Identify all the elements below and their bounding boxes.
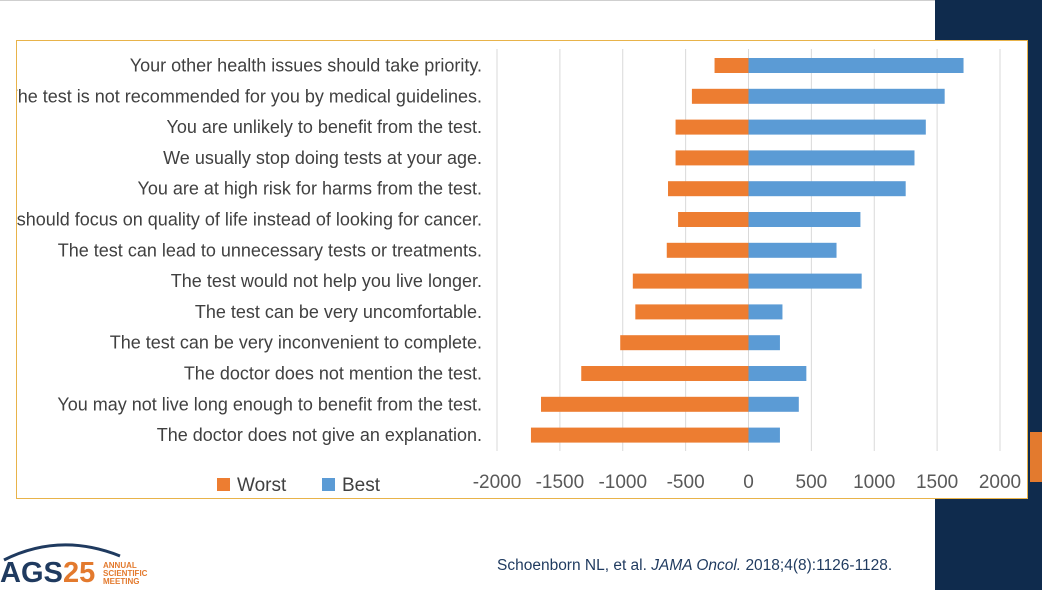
bar-worst-12 xyxy=(530,427,749,443)
bar-worst-4 xyxy=(668,181,749,197)
bar-best-10 xyxy=(748,366,807,381)
logo-number-text: 25 xyxy=(63,557,95,589)
category-label: The doctor does not give an explanation. xyxy=(157,425,482,445)
category-label: You are unlikely to benefit from the tes… xyxy=(166,117,482,137)
x-tick-label: 0 xyxy=(743,472,754,493)
legend-swatch-best xyxy=(322,478,335,491)
category-label: The test would not help you live longer. xyxy=(171,271,482,291)
category-label: Your other health issues should take pri… xyxy=(130,56,482,76)
x-tick-label: -2000 xyxy=(473,472,522,493)
bar-worst-9 xyxy=(620,335,749,351)
ags25-logo: AGS 25 ANNUAL SCIENTIFIC MEETING xyxy=(0,543,148,589)
top-divider xyxy=(0,0,935,1)
bar-best-12 xyxy=(748,427,780,443)
category-label: The test can be very inconvenient to com… xyxy=(110,333,482,353)
bar-worst-2 xyxy=(675,119,749,135)
bar-best-9 xyxy=(748,335,780,351)
slide-accent-tab xyxy=(1030,432,1042,482)
category-label: The doctor does not mention the test. xyxy=(184,364,482,384)
bar-best-5 xyxy=(748,212,861,227)
citation-details: 2018;4(8):1126-1128. xyxy=(745,557,893,574)
bar-best-3 xyxy=(748,150,915,166)
category-label: The test is not recommended for you by m… xyxy=(17,86,482,106)
logo-line-1: ANNUAL xyxy=(103,561,137,570)
bar-worst-0 xyxy=(714,58,749,73)
bar-best-7 xyxy=(748,273,862,289)
x-tick-label: 2000 xyxy=(979,472,1021,493)
bar-worst-7 xyxy=(632,273,749,289)
logo-ags-text: AGS xyxy=(0,557,63,589)
x-tick-label: 1000 xyxy=(853,472,895,493)
bar-worst-5 xyxy=(678,212,749,227)
bar-worst-8 xyxy=(635,304,749,320)
logo-line-2: SCIENTIFIC xyxy=(103,569,148,578)
bar-best-1 xyxy=(748,88,945,104)
bar-best-6 xyxy=(748,242,837,258)
bar-best-11 xyxy=(748,396,799,412)
bar-worst-6 xyxy=(666,242,749,258)
category-label: You may not live long enough to benefit … xyxy=(57,394,482,414)
legend-swatch-worst xyxy=(217,478,230,491)
bar-worst-11 xyxy=(541,396,749,412)
chart-frame: -2000 -1500 -1000 -500 0 500 1000 1500 2000 Your … xyxy=(16,40,1028,499)
category-label: The test can lead to unnecessary tests o… xyxy=(58,240,482,260)
chart: -2000 -1500 -1000 -500 0 500 1000 1500 2000 Your … xyxy=(17,49,1021,496)
x-tick-label: 500 xyxy=(796,472,828,493)
bar-worst-3 xyxy=(675,150,749,166)
x-tick-label: -500 xyxy=(667,472,705,493)
x-tick-label: -1500 xyxy=(536,472,585,493)
category-label: We usually stop doing tests at your age. xyxy=(163,148,482,168)
citation-authors: Schoenborn NL, et al. xyxy=(497,557,647,574)
category-label: The test can be very uncomfortable. xyxy=(195,302,482,322)
bar-best-0 xyxy=(748,58,964,73)
citation: Schoenborn NL, et al. JAMA Oncol. 2018;4… xyxy=(497,557,892,575)
bar-best-2 xyxy=(748,119,926,135)
citation-journal: JAMA Oncol. xyxy=(651,557,742,574)
bar-best-4 xyxy=(748,181,906,197)
category-label: You are at high risk for harms from the … xyxy=(138,179,483,199)
category-label: We should focus on quality of life inste… xyxy=(17,210,482,230)
logo-line-3: MEETING xyxy=(103,577,139,586)
logo-arc-icon xyxy=(3,543,121,562)
x-tick-label: 1500 xyxy=(916,472,958,493)
x-tick-label: -1000 xyxy=(598,472,647,493)
legend-label-worst: Worst xyxy=(237,475,287,496)
bar-best-8 xyxy=(748,304,783,320)
bar-worst-1 xyxy=(691,88,749,104)
legend-label-best: Best xyxy=(342,475,381,496)
bar-worst-10 xyxy=(581,366,749,381)
